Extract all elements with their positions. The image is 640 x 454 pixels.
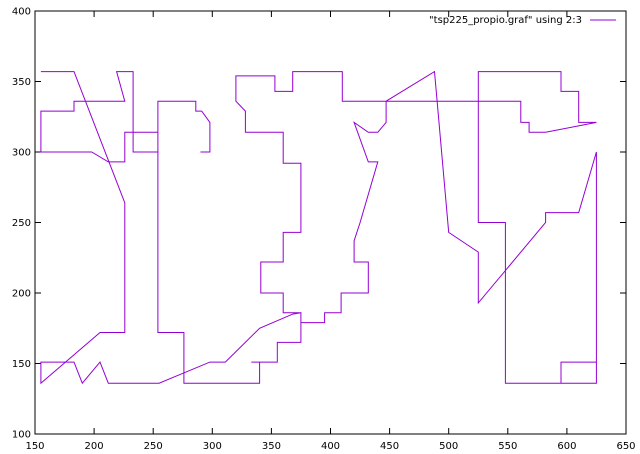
- x-tick-label: 650: [616, 441, 635, 452]
- x-tick-label: 200: [85, 441, 104, 452]
- x-tick-label: 400: [321, 441, 340, 452]
- x-tick-label: 350: [262, 441, 281, 452]
- axis-tick-labels: 150 200 250 300 350 400 450 500 550 600 6501001502…: [12, 7, 636, 453]
- tour-path-line: [40, 70, 597, 385]
- x-tick-label: 500: [439, 441, 458, 452]
- x-tick-label: 600: [557, 441, 576, 452]
- x-tick-label: 250: [144, 441, 163, 452]
- x-tick-label: 150: [25, 441, 44, 452]
- series-layer: [40, 70, 597, 385]
- x-tick-label: 450: [380, 441, 399, 452]
- x-tick-label: 300: [203, 441, 222, 452]
- plot-frame: [34, 10, 627, 435]
- y-tick-label: 350: [12, 77, 31, 88]
- y-tick-label: 100: [12, 430, 31, 441]
- y-tick-label: 250: [12, 218, 31, 229]
- legend: "tsp225_propio.graf" using 2:3: [429, 15, 616, 26]
- y-tick-label: 400: [12, 7, 31, 18]
- legend-label: "tsp225_propio.graf" using 2:3: [429, 15, 582, 26]
- y-tick-label: 300: [12, 148, 31, 159]
- y-tick-label: 150: [12, 359, 31, 370]
- x-tick-label: 550: [498, 441, 517, 452]
- y-tick-label: 200: [12, 289, 31, 300]
